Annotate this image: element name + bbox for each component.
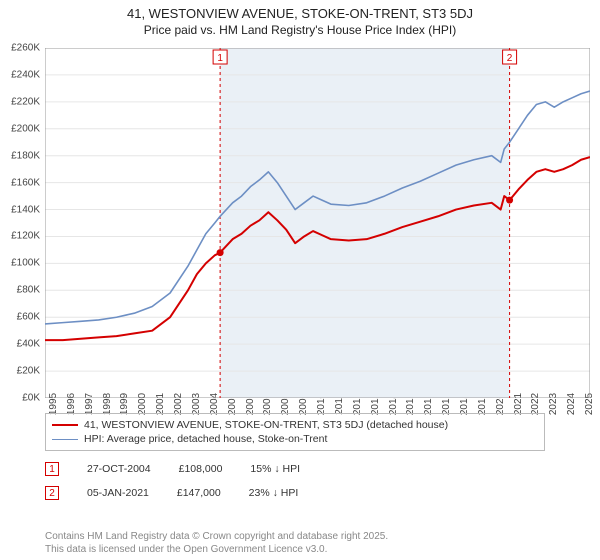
legend: 41, WESTONVIEW AVENUE, STOKE-ON-TRENT, S… bbox=[45, 413, 545, 451]
footer-line: This data is licensed under the Open Gov… bbox=[45, 543, 388, 556]
y-tick-label: £260K bbox=[0, 43, 40, 54]
chart-title: 41, WESTONVIEW AVENUE, STOKE-ON-TRENT, S… bbox=[0, 6, 600, 21]
event-date: 27-OCT-2004 bbox=[87, 463, 151, 475]
footer-line: Contains HM Land Registry data © Crown c… bbox=[45, 530, 388, 543]
y-tick-label: £60K bbox=[0, 312, 40, 323]
event-date: 05-JAN-2021 bbox=[87, 487, 149, 499]
svg-text:1: 1 bbox=[217, 53, 223, 64]
y-tick-label: £200K bbox=[0, 123, 40, 134]
event-delta: 15% ↓ HPI bbox=[250, 463, 300, 475]
event-price: £147,000 bbox=[177, 487, 221, 499]
legend-swatch bbox=[52, 439, 78, 440]
event-price: £108,000 bbox=[179, 463, 223, 475]
svg-text:2: 2 bbox=[507, 53, 513, 64]
legend-swatch bbox=[52, 424, 78, 426]
legend-label: 41, WESTONVIEW AVENUE, STOKE-ON-TRENT, S… bbox=[84, 419, 448, 431]
plot-svg: 12 bbox=[45, 48, 590, 398]
y-tick-label: £100K bbox=[0, 258, 40, 269]
y-tick-label: £140K bbox=[0, 204, 40, 215]
y-tick-label: £180K bbox=[0, 150, 40, 161]
event-row: 2 05-JAN-2021 £147,000 23% ↓ HPI bbox=[45, 486, 585, 500]
y-tick-label: £80K bbox=[0, 285, 40, 296]
y-tick-label: £160K bbox=[0, 177, 40, 188]
y-tick-label: £40K bbox=[0, 339, 40, 350]
event-marker-icon: 2 bbox=[45, 486, 59, 500]
event-row: 1 27-OCT-2004 £108,000 15% ↓ HPI bbox=[45, 462, 585, 476]
event-delta: 23% ↓ HPI bbox=[249, 487, 299, 499]
legend-row: 41, WESTONVIEW AVENUE, STOKE-ON-TRENT, S… bbox=[52, 418, 538, 432]
plot-area: 12 bbox=[45, 48, 590, 398]
legend-row: HPI: Average price, detached house, Stok… bbox=[52, 432, 538, 446]
event-marker-icon: 1 bbox=[45, 462, 59, 476]
y-tick-label: £240K bbox=[0, 69, 40, 80]
chart-footer: Contains HM Land Registry data © Crown c… bbox=[45, 530, 388, 556]
y-tick-label: £20K bbox=[0, 366, 40, 377]
y-tick-label: £220K bbox=[0, 96, 40, 107]
price-chart: 41, WESTONVIEW AVENUE, STOKE-ON-TRENT, S… bbox=[0, 0, 600, 560]
chart-subtitle: Price paid vs. HM Land Registry's House … bbox=[0, 23, 600, 37]
chart-title-block: 41, WESTONVIEW AVENUE, STOKE-ON-TRENT, S… bbox=[0, 0, 600, 37]
y-tick-label: £0K bbox=[0, 393, 40, 404]
y-tick-label: £120K bbox=[0, 231, 40, 242]
legend-label: HPI: Average price, detached house, Stok… bbox=[84, 433, 327, 445]
